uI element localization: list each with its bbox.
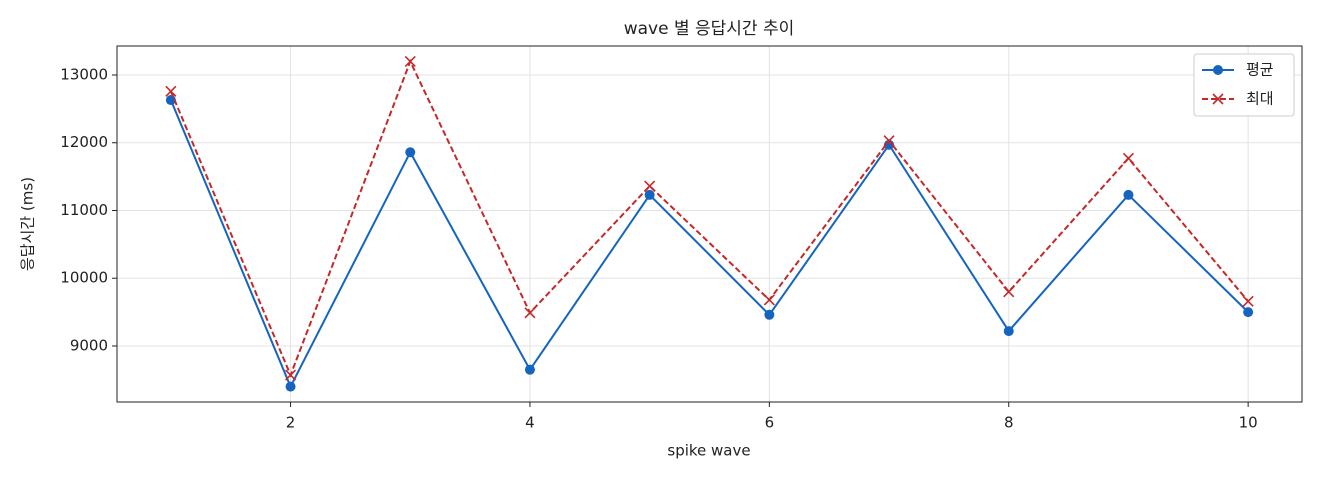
series-line [169,99,1249,389]
series-line [169,58,1249,378]
marker [1243,307,1254,318]
legend-label: 최대 [1246,90,1274,108]
marker [404,55,416,68]
legend-marker [1212,93,1224,105]
marker [1123,189,1134,200]
x-tick-label: 4 [525,414,535,432]
marker [1003,326,1014,337]
x-tick-label: 10 [1239,414,1258,432]
marker [883,135,895,147]
x-tick-label: 2 [286,414,296,432]
x-axis-label: spike wave [667,442,750,460]
legend-label: 평균 [1246,61,1274,79]
y-tick-label: 10000 [60,269,108,287]
marker [763,294,775,306]
x-tick-label: 8 [1004,414,1014,432]
marker [1003,286,1015,298]
y-tick-label: 9000 [70,336,108,354]
y-axis-label: 응답시간 (ms) [19,177,37,271]
y-tick-label: 12000 [60,133,108,151]
y-tick-label: 11000 [60,201,108,219]
marker [764,309,775,320]
marker [644,180,656,192]
marker [405,147,416,158]
marker [524,307,536,319]
legend-marker [1213,65,1223,75]
y-tick-label: 13000 [60,65,108,83]
marker [524,364,535,375]
marker [165,85,177,97]
marker [165,95,176,106]
marker [1242,295,1254,307]
chart-title: wave 별 응답시간 추이 [624,19,795,39]
x-tick-label: 6 [765,414,775,432]
plot-frame [116,45,1303,403]
marker [644,189,655,200]
legend-box [1193,53,1295,117]
marker [284,369,297,381]
marker [1122,152,1135,164]
marker [285,381,296,392]
